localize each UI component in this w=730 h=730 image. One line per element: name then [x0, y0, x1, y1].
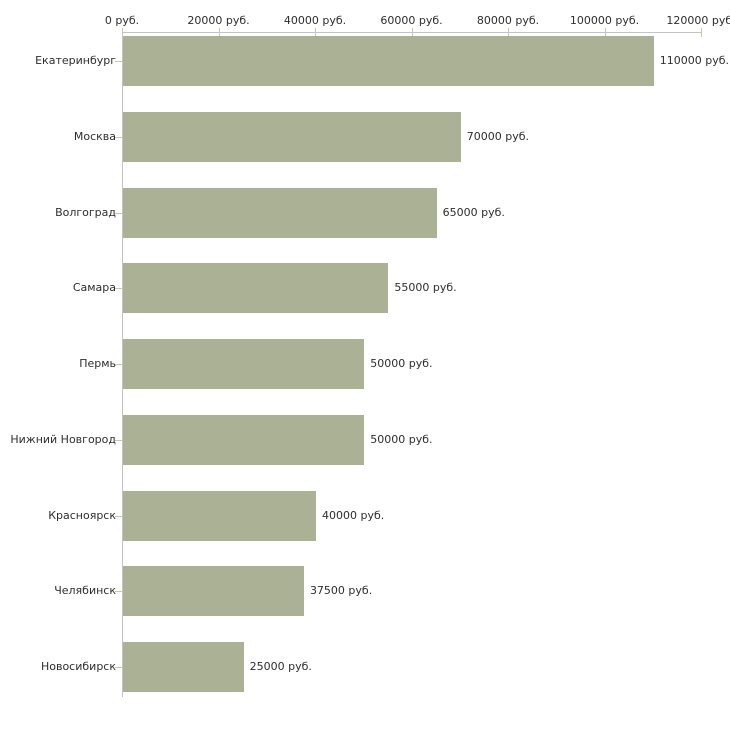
- x-axis-tick-mark: [508, 28, 509, 37]
- x-axis-tick-label: 20000 руб.: [187, 14, 250, 27]
- y-axis-tick-mark: [115, 515, 122, 517]
- bar: [123, 414, 365, 465]
- y-axis-tick-mark: [115, 439, 122, 441]
- x-axis-tick-label: 100000 руб.: [569, 14, 640, 27]
- category-label: Челябинск: [54, 584, 116, 598]
- bar: [123, 187, 437, 238]
- x-axis-tick-mark: [218, 28, 220, 37]
- y-axis-tick-mark: [115, 288, 122, 290]
- bar-value-label: 50000 руб.: [370, 432, 433, 446]
- x-axis-tick-mark: [604, 28, 606, 37]
- y-axis-tick-mark: [115, 364, 122, 365]
- bar-value-label: 40000 руб.: [322, 508, 385, 522]
- category-label: Нижний Новгород: [10, 432, 116, 446]
- category-label: Пермь: [79, 357, 116, 370]
- bar-value-label: 70000 руб.: [466, 129, 530, 143]
- bar-value-label: 25000 руб.: [249, 660, 312, 673]
- x-axis-tick-mark: [701, 28, 702, 37]
- bar-value-label: 110000 руб.: [659, 54, 730, 67]
- bar: [123, 111, 461, 162]
- bar: [123, 263, 389, 314]
- bar-value-label: 55000 руб.: [394, 281, 457, 295]
- y-axis-tick-mark: [115, 136, 122, 138]
- category-label: Волгоград: [55, 205, 116, 219]
- y-axis-tick-mark: [115, 212, 122, 214]
- x-axis-tick-label: 0 руб.: [104, 14, 140, 27]
- bar: [123, 642, 244, 692]
- x-axis-tick-label: 60000 руб.: [380, 14, 443, 27]
- bar: [123, 339, 365, 389]
- y-axis-tick-mark: [115, 61, 122, 62]
- x-axis-tick-label: 80000 руб.: [476, 14, 540, 27]
- x-axis-tick-label: 40000 руб.: [283, 14, 347, 27]
- category-label: Екатеринбург: [35, 54, 116, 67]
- category-label: Красноярск: [48, 508, 116, 522]
- x-axis-tick-mark: [315, 28, 316, 37]
- y-axis-line: [122, 32, 123, 697]
- x-axis-tick-mark: [411, 28, 413, 37]
- bar-value-label: 65000 руб.: [442, 205, 505, 219]
- category-label: Новосибирск: [40, 660, 116, 673]
- y-axis-tick-mark: [115, 667, 122, 668]
- bar: [123, 490, 316, 541]
- bar: [123, 566, 304, 617]
- y-axis-tick-mark: [115, 591, 122, 593]
- category-label: Москва: [73, 129, 116, 143]
- x-axis-tick-mark: [122, 28, 123, 37]
- x-axis-tick-label: 120000 руб.: [666, 14, 730, 27]
- category-label: Самара: [72, 281, 116, 295]
- bar-value-label: 50000 руб.: [370, 357, 433, 370]
- bar-value-label: 37500 руб.: [309, 584, 373, 598]
- bar: [123, 36, 654, 86]
